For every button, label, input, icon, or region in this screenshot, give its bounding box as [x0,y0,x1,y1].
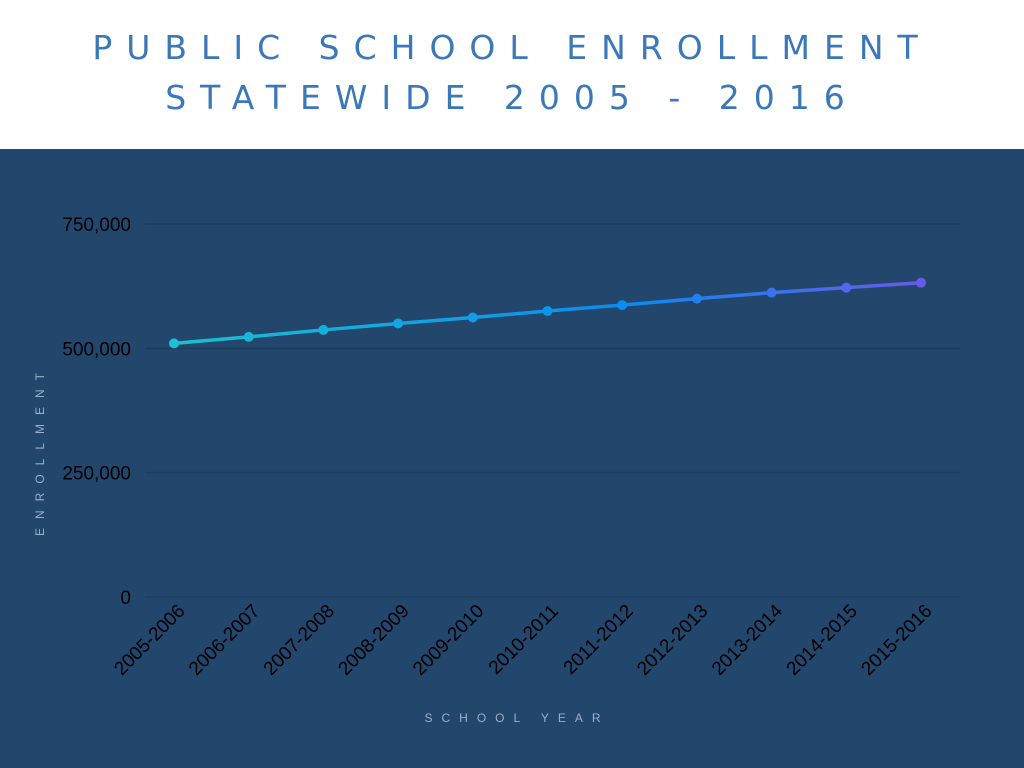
gridlines [145,223,960,598]
x-tick-label: 2010-2011 [485,601,563,679]
data-points [169,277,926,349]
x-axis-label: SCHOOL YEAR [424,711,609,725]
x-tick-label: 2005-2006 [110,601,189,680]
data-point [243,331,254,342]
x-tick-label: 2011-2012 [560,601,638,679]
data-point [542,306,553,317]
x-tick-label: 2006-2007 [185,601,264,680]
data-point [467,312,478,323]
chart-title-line-2: STATEWIDE 2005 - 2016 [165,78,859,117]
data-point [318,324,329,335]
x-tick-label: 2008-2009 [335,601,414,680]
data-point [766,287,777,298]
x-tick-label: 2014-2015 [783,601,862,680]
data-point [393,318,404,329]
x-tick-label: 2015-2016 [857,601,936,680]
x-tick-label: 2009-2010 [409,601,488,680]
chart-header: PUBLIC SCHOOL ENROLLMENT STATEWIDE 2005 … [0,0,1024,149]
data-point [169,338,179,349]
chart-panel [0,149,1024,768]
chart-title-line-1: PUBLIC SCHOOL ENROLLMENT [92,28,932,67]
x-axis-ticks: 2005-20062006-20072007-20082008-20092009… [110,600,936,679]
data-point [841,282,852,293]
y-tick-label: 500,000 [62,339,131,360]
y-axis-ticks: 0 250,000 500,000 750,000 [62,215,131,609]
y-axis-label: ENROLLMENT [33,364,47,536]
y-tick-label: 750,000 [62,215,131,236]
x-tick-label: 2012-2013 [633,601,712,680]
x-tick-label: 2013-2014 [708,600,787,679]
y-tick-label: 0 [120,588,131,609]
data-point [617,300,628,311]
x-tick-label: 2007-2008 [260,601,339,680]
y-tick-label: 250,000 [62,464,131,485]
data-point [691,293,702,304]
data-point [916,277,926,288]
